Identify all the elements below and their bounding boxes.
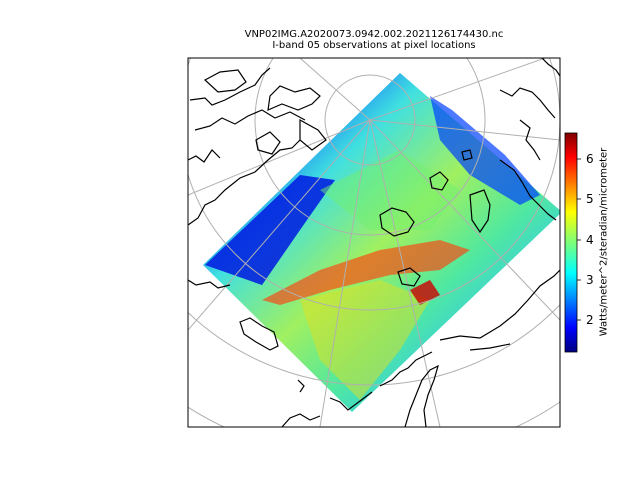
- swath-warm-field: [300, 280, 430, 400]
- colorbar-ticks: [577, 158, 581, 321]
- swath-warm-spot: [410, 280, 440, 305]
- colorbar-tick-label: 5: [586, 192, 594, 206]
- colorbar-tick-label: 4: [586, 233, 594, 247]
- graticule: [188, 58, 560, 427]
- map-frame: [187, 57, 561, 428]
- colorbar-tick-label: 3: [586, 273, 594, 287]
- coastlines: [188, 58, 560, 427]
- swath-cold-region: [205, 175, 335, 285]
- colorbar-tick-label: 6: [586, 152, 594, 166]
- colorbar-tick-label: 2: [586, 313, 594, 327]
- map-title-line2: I-band 05 observations at pixel location…: [272, 40, 476, 51]
- colorbar-label: Watts/meter^2/steradian/micrometer: [598, 147, 610, 337]
- colorbar: [564, 132, 578, 353]
- swath-upper-band: [430, 96, 540, 205]
- swath-warm-band: [262, 240, 470, 305]
- map-title-line1: VNP02IMG.A2020073.0942.002.2021126174430…: [244, 29, 504, 40]
